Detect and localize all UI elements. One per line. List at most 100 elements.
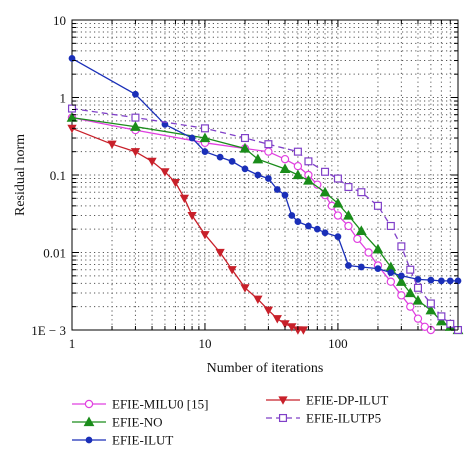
data-point — [170, 178, 181, 188]
legend-label: EFIE-NO — [112, 415, 163, 430]
data-point — [252, 153, 264, 164]
data-point — [437, 312, 446, 321]
series-line — [71, 127, 304, 331]
data-point — [397, 272, 405, 280]
y-tick-label: 0.01 — [43, 246, 66, 261]
data-point — [305, 222, 312, 230]
data-point — [396, 276, 407, 286]
data-point — [313, 225, 321, 233]
legend-swatch-marker — [84, 399, 94, 409]
data-point — [334, 233, 342, 241]
data-point — [438, 277, 445, 285]
data-point — [344, 221, 353, 231]
legend-entry: EFIE-ILUT — [72, 433, 173, 448]
data-point — [413, 314, 423, 323]
data-point — [130, 148, 141, 157]
legend-entry: EFIE-DP-ILUT — [266, 393, 388, 408]
data-point — [263, 306, 274, 316]
data-point — [294, 218, 302, 226]
axis-ticks: 1 10 100 1E − 3 0.01 0.1 1 10 — [31, 13, 459, 351]
data-point — [412, 295, 424, 305]
data-point — [293, 147, 302, 156]
data-point — [254, 171, 262, 179]
data-point — [68, 54, 76, 62]
data-point — [273, 186, 281, 193]
data-point — [187, 211, 197, 221]
data-point — [67, 104, 77, 113]
data-point — [387, 269, 395, 277]
data-point — [280, 154, 290, 164]
data-point — [427, 276, 435, 284]
data-point — [288, 212, 296, 219]
y-tick-label: 0.1 — [50, 168, 66, 183]
y-tick-label: 1E − 3 — [31, 323, 66, 338]
data-point — [397, 291, 406, 300]
legend-label: EFIE-DP-ILUT — [306, 393, 388, 408]
data-point — [406, 265, 415, 274]
x-tick-label: 1 — [69, 336, 76, 351]
data-point — [355, 225, 367, 236]
data-point — [425, 304, 437, 315]
data-point — [201, 148, 209, 156]
legend-swatch-marker — [278, 396, 288, 405]
data-point — [200, 124, 209, 133]
data-point — [426, 299, 435, 308]
data-point — [239, 142, 251, 153]
data-point — [293, 161, 303, 171]
data-point — [406, 302, 415, 311]
data-point — [372, 243, 384, 254]
legend-entry: EFIE-NO — [72, 415, 163, 430]
data-point — [253, 295, 263, 304]
x-tick-label: 10 — [198, 336, 211, 351]
data-point — [281, 191, 289, 199]
data-point — [241, 165, 249, 173]
data-point — [272, 315, 282, 324]
data-point — [264, 147, 273, 156]
series-efie-ilut — [68, 54, 462, 285]
series-efie-dp-ilut — [67, 124, 309, 335]
data-point — [227, 266, 237, 275]
data-point — [321, 167, 330, 176]
data-point — [199, 132, 211, 143]
data-point — [215, 248, 225, 258]
data-point — [200, 231, 210, 240]
data-point — [386, 277, 396, 286]
x-tick-label: 100 — [328, 336, 348, 351]
legend-swatch-marker — [85, 436, 93, 444]
y-axis-label: Residual norm — [13, 134, 28, 216]
data-point — [413, 283, 422, 292]
data-point — [292, 169, 304, 180]
data-point — [373, 201, 382, 210]
data-point — [321, 229, 329, 237]
data-point — [397, 242, 406, 251]
series-efie-milu0-15 — [67, 113, 436, 335]
data-point — [265, 175, 272, 182]
data-point — [404, 287, 416, 298]
data-point — [364, 248, 373, 257]
data-point — [131, 113, 140, 122]
data-point — [345, 262, 352, 269]
data-point — [357, 263, 365, 271]
data-point — [240, 284, 250, 293]
data-point — [132, 90, 139, 98]
x-axis-label: Number of iterations — [207, 361, 324, 376]
data-point — [332, 197, 344, 208]
series-layer — [66, 54, 464, 335]
data-point — [374, 265, 382, 272]
data-point — [304, 157, 313, 166]
y-tick-label: 1 — [60, 91, 67, 106]
series-efie-no — [66, 112, 464, 335]
data-point — [107, 140, 117, 149]
data-point — [344, 182, 353, 192]
data-point — [333, 174, 342, 183]
data-point — [240, 134, 250, 143]
data-point — [264, 140, 273, 149]
data-point — [228, 157, 236, 165]
data-point — [436, 315, 447, 326]
data-point — [303, 174, 314, 185]
legend-label: EFIE-ILUT — [112, 433, 173, 448]
data-point — [319, 186, 331, 197]
data-point — [160, 168, 170, 177]
data-point — [188, 134, 196, 142]
